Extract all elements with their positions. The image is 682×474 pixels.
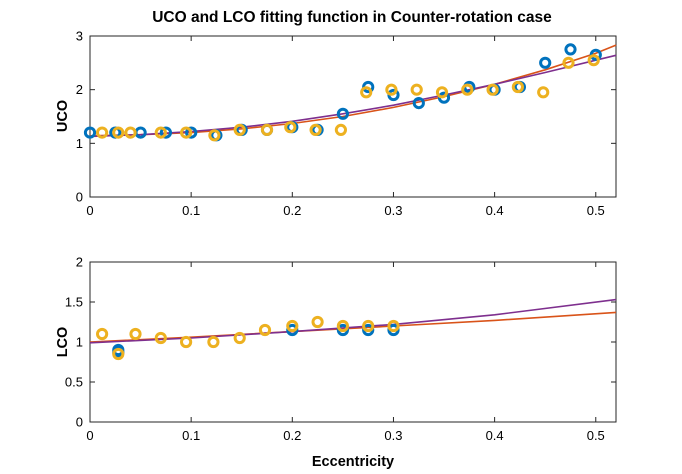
uco-x-tick-label: 0.4 xyxy=(486,203,504,218)
uco-data-point xyxy=(385,83,398,96)
uco-axes: UCO 0 0.1 0.2 0.3 0.4 0.5 0 1 2 3 xyxy=(55,29,617,218)
uco-plot-frame xyxy=(89,35,617,198)
uco-y-tick-label: 1 xyxy=(76,136,83,151)
lco-x-tick-label: 0.1 xyxy=(182,428,200,443)
uco-y-tick-label: 0 xyxy=(76,190,83,205)
lco-data-point xyxy=(336,319,349,333)
uco-data-point xyxy=(412,97,425,110)
uco-data-point xyxy=(208,129,221,142)
lco-data-point xyxy=(129,327,142,341)
uco-data-point xyxy=(486,83,499,96)
lco-data-point xyxy=(233,331,246,345)
lco-data-point xyxy=(180,335,193,349)
lco-fit-lines xyxy=(89,298,617,344)
uco-data-points xyxy=(83,43,602,142)
uco-data-point xyxy=(185,126,198,139)
lco-y-tick-label: 1.5 xyxy=(65,295,83,310)
uco-data-point xyxy=(562,56,575,69)
uco-data-point xyxy=(435,86,449,99)
lco-data-point xyxy=(154,331,167,345)
uco-x-tick-label: 0.3 xyxy=(384,203,402,218)
uco-y-tick-label: 3 xyxy=(76,29,83,44)
lco-x-tick-label: 0.5 xyxy=(587,428,605,443)
uco-data-point xyxy=(511,80,525,94)
lco-y-tick-label: 1 xyxy=(76,335,83,350)
uco-fit-line-4 xyxy=(89,54,617,138)
uco-ticks: 0 0.1 0.2 0.3 0.4 0.5 0 1 2 3 xyxy=(76,29,616,218)
uco-data-point xyxy=(233,123,246,136)
lco-data-points xyxy=(96,315,400,361)
uco-y-tick-label: 2 xyxy=(76,82,83,97)
lco-x-tick-label: 0.4 xyxy=(486,428,504,443)
uco-data-point xyxy=(154,126,167,139)
lco-y-tick-label: 0.5 xyxy=(65,375,83,390)
uco-data-point xyxy=(309,123,322,136)
uco-data-point xyxy=(96,126,109,139)
lco-data-point xyxy=(362,319,375,333)
uco-data-point xyxy=(112,126,125,139)
uco-x-tick-label: 0.2 xyxy=(283,203,301,218)
lco-ticks: 0 0.1 0.2 0.3 0.4 0.5 0 0.5 1 1.5 2 xyxy=(65,255,616,443)
lco-data-point xyxy=(286,319,299,333)
uco-data-point xyxy=(284,121,297,134)
uco-data-point xyxy=(124,126,137,139)
uco-x-tick-label: 0.5 xyxy=(587,203,605,218)
lco-data-point xyxy=(258,323,272,337)
uco-data-point xyxy=(410,83,423,96)
lco-x-axis-label: Eccentricity xyxy=(312,454,394,470)
uco-data-point xyxy=(537,86,550,99)
lco-data-point xyxy=(96,327,109,341)
lco-data-point xyxy=(112,347,125,361)
lco-x-tick-label: 0.3 xyxy=(384,428,402,443)
uco-data-point xyxy=(461,83,474,96)
lco-data-point xyxy=(311,315,324,329)
uco-data-point xyxy=(334,123,347,136)
uco-fit-lines xyxy=(89,44,617,138)
uco-data-point xyxy=(360,86,373,99)
uco-data-point xyxy=(180,126,193,139)
lco-y-tick-label: 0 xyxy=(76,415,83,430)
uco-data-point xyxy=(134,126,147,139)
lco-data-point xyxy=(387,319,400,333)
lco-x-tick-label: 0.2 xyxy=(283,428,301,443)
uco-y-axis-label: UCO xyxy=(55,100,71,132)
uco-data-point xyxy=(83,126,97,139)
lco-x-tick-label: 0 xyxy=(86,428,93,443)
lco-plot-frame xyxy=(89,261,617,423)
lco-fit-line-4 xyxy=(89,298,617,344)
lco-y-axis-label: LCO xyxy=(55,327,71,358)
figure-title: UCO and LCO fitting function in Counter-… xyxy=(152,9,552,26)
uco-x-tick-label: 0.1 xyxy=(182,203,200,218)
uco-data-point xyxy=(539,56,552,69)
uco-x-tick-label: 0 xyxy=(86,203,93,218)
lco-y-tick-label: 2 xyxy=(76,255,83,270)
lco-data-point xyxy=(207,335,220,349)
uco-fit-line-3 xyxy=(89,44,617,137)
uco-data-point xyxy=(587,54,600,67)
lco-axes: LCO Eccentricity 0 0.1 0.2 0.3 0.4 0.5 0 0.5 1 1.… xyxy=(55,255,617,470)
uco-data-point xyxy=(564,43,577,56)
uco-data-point xyxy=(336,107,349,120)
uco-data-point xyxy=(260,123,274,136)
uco-data-point xyxy=(159,126,172,139)
